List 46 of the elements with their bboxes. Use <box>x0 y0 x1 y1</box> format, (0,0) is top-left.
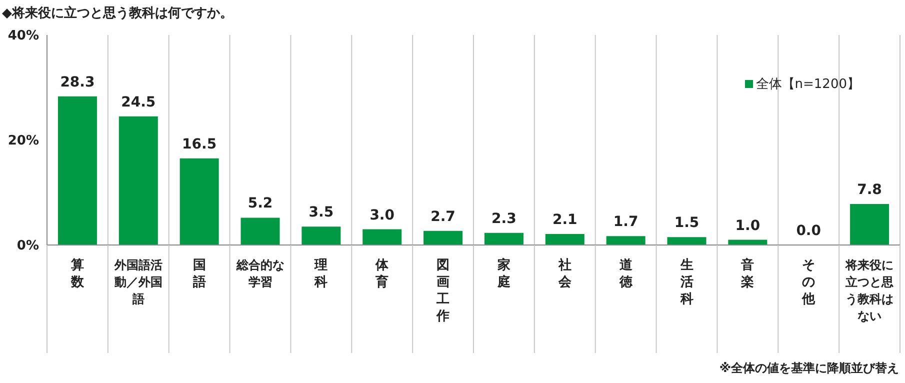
bar <box>484 232 524 245</box>
data-label: 3.5 <box>308 204 334 221</box>
x-tick-label: 生活科 <box>679 258 694 307</box>
bar <box>118 116 158 245</box>
bar <box>302 226 341 245</box>
x-tick-label: 図画工作 <box>436 258 450 324</box>
bar <box>606 236 646 245</box>
data-label: 2.7 <box>430 208 456 225</box>
bar <box>850 204 890 245</box>
bar <box>667 237 706 245</box>
x-tick-label: 体育 <box>374 258 390 290</box>
x-tick-label: 家庭 <box>496 257 510 290</box>
chart-title: ◆将来役に立つと思う教科は何ですか。 <box>2 4 233 22</box>
data-label: 1.0 <box>735 218 760 234</box>
text: ※全体の値を基準に降順並び替え <box>719 360 899 377</box>
data-label: 1.7 <box>613 214 638 230</box>
data-label: 16.5 <box>182 136 217 152</box>
bar <box>58 96 97 245</box>
x-tick-label: 道徳 <box>618 258 634 290</box>
x-tick-label: その他 <box>801 258 816 307</box>
bar <box>545 234 584 245</box>
y-tick-label: 0% <box>16 238 39 254</box>
data-label: 24.5 <box>121 94 156 110</box>
data-label: 0.0 <box>796 223 822 239</box>
bar <box>362 229 402 245</box>
data-label: 5.2 <box>248 196 273 212</box>
data-label: 7.8 <box>857 182 882 198</box>
x-tick-label: 外国語活動／外国語 <box>113 258 162 306</box>
x-tick-label: 社会 <box>557 257 572 290</box>
data-label: 1.5 <box>674 215 700 232</box>
data-label: 2.1 <box>552 212 578 228</box>
data-label: 28.3 <box>60 74 95 90</box>
x-tick-label: 音楽 <box>740 257 754 290</box>
x-tick-label: 将来役に立つと思う教科はない <box>844 258 895 323</box>
bar <box>240 218 280 245</box>
bar <box>180 158 219 245</box>
x-tick-label: 理科 <box>314 258 328 290</box>
y-tick-label: 40% <box>8 28 39 44</box>
x-tick-label: 国語 <box>192 258 206 290</box>
legend-label: 全体【n=1200】 <box>756 76 860 93</box>
bar <box>424 230 463 245</box>
data-label: 3.0 <box>370 207 395 224</box>
x-tick-label: 総合的な学習 <box>235 258 284 289</box>
x-tick-label: 算数 <box>70 258 85 290</box>
y-tick-label: 20% <box>8 134 39 149</box>
data-label: 2.3 <box>492 210 516 227</box>
